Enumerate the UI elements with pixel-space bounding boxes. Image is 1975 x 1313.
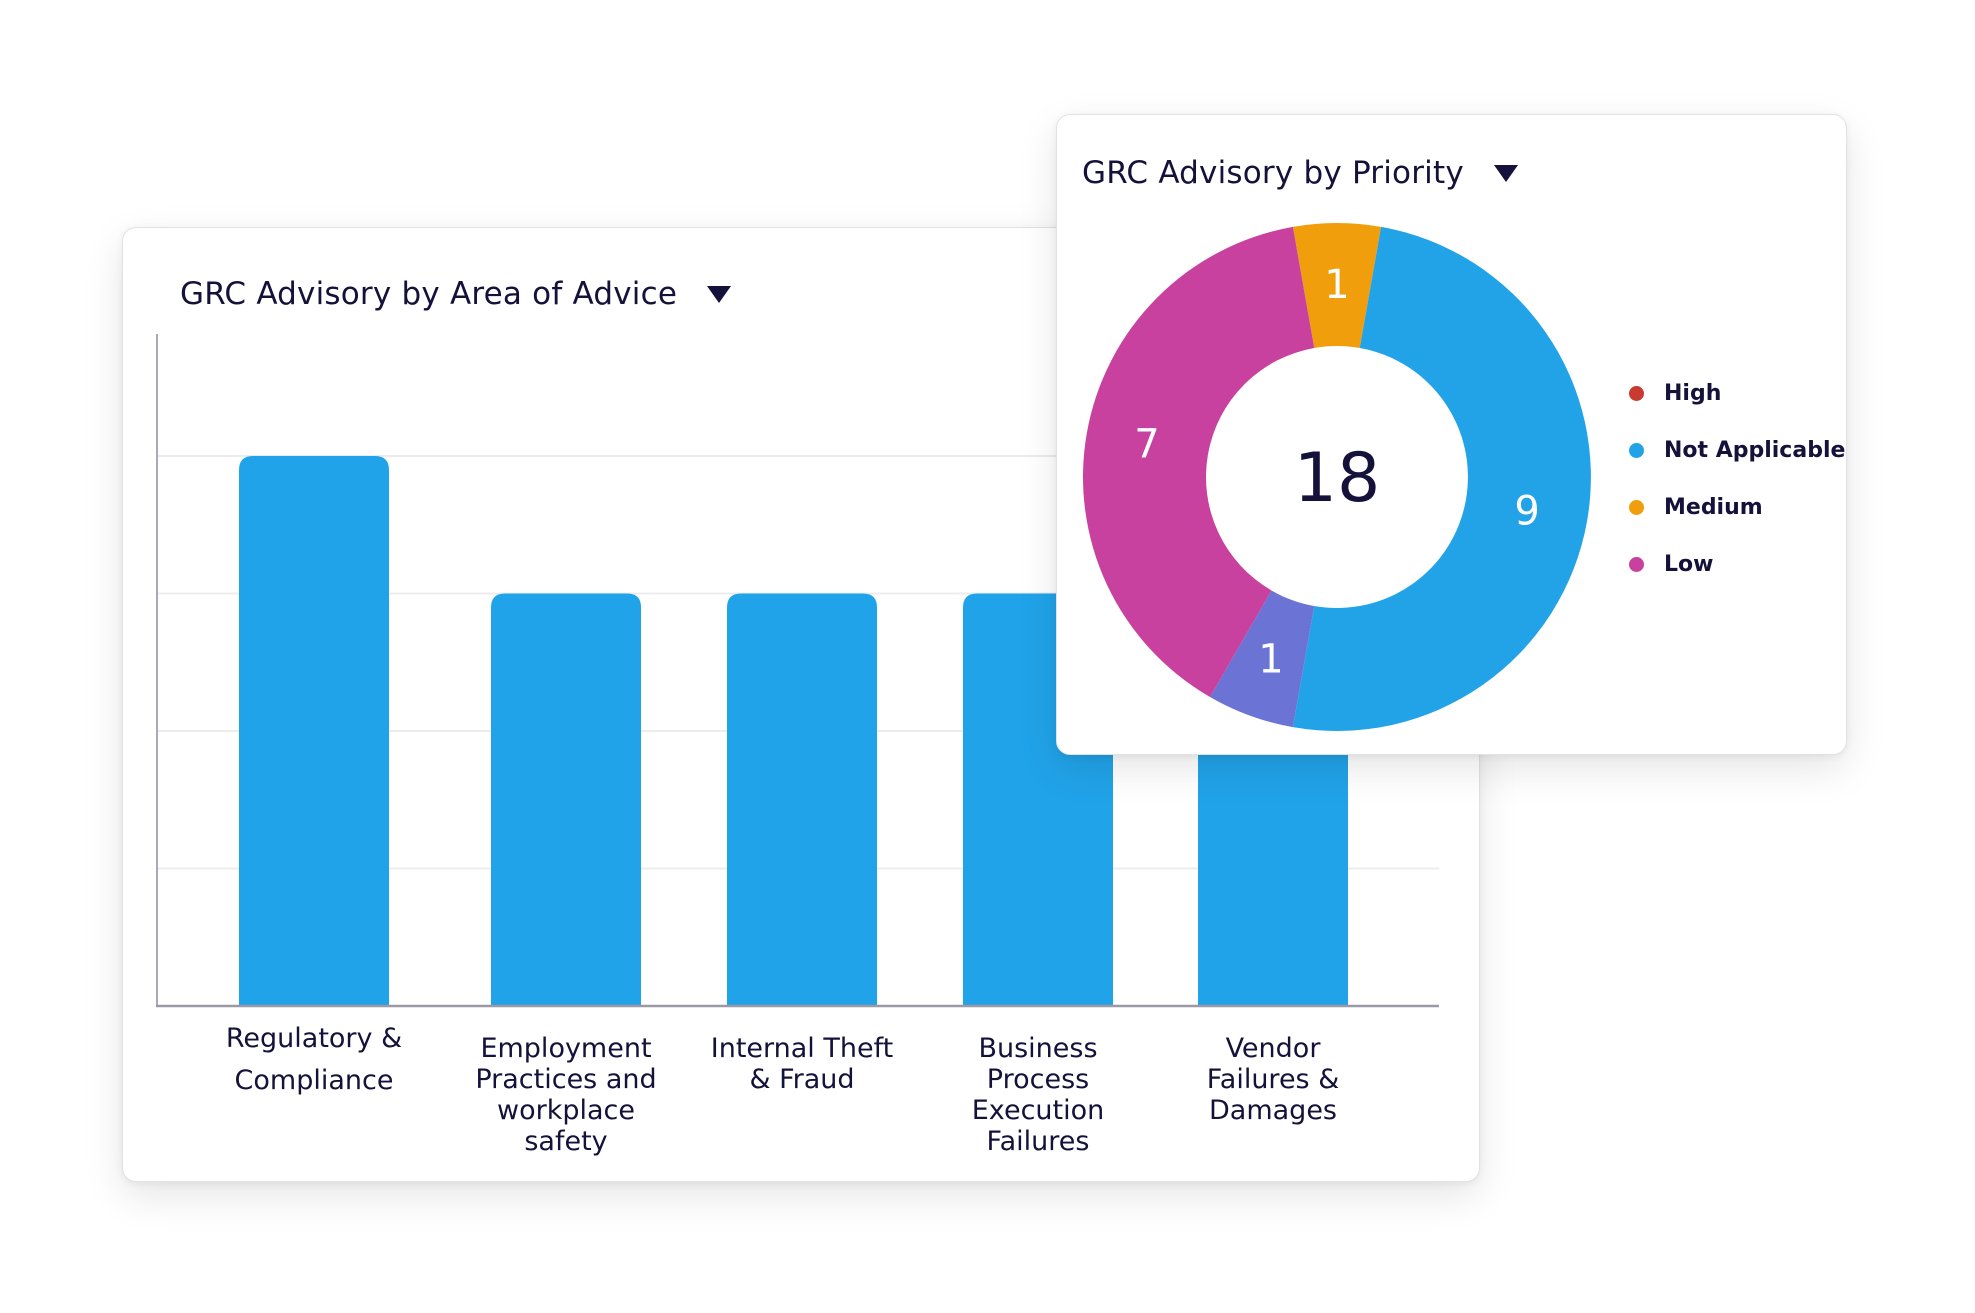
bar[interactable] (491, 593, 641, 1007)
slice-value-label: 9 (1514, 489, 1539, 535)
legend-label: Medium (1664, 495, 1763, 520)
legend-dot-icon (1629, 386, 1644, 401)
legend-dot-icon (1629, 500, 1644, 515)
caret-down-icon[interactable] (1493, 164, 1518, 182)
x-tick-label: Internal Theft & Fraud (711, 1033, 893, 1095)
legend-label: Low (1664, 552, 1714, 577)
legend-label: Not Applicable (1664, 438, 1846, 463)
x-tick-label: Regulatory & Compliance (226, 1023, 402, 1096)
x-tick-label-line: Failures (987, 1126, 1090, 1157)
x-tick-label-line: Vendor (1226, 1033, 1322, 1064)
legend-item[interactable]: High (1629, 365, 1839, 422)
legend-dot-icon (1629, 443, 1644, 458)
x-tick-label: Business Process Execution Failures (972, 1033, 1105, 1157)
donut-slice[interactable] (1210, 590, 1315, 728)
caret-down-icon[interactable] (707, 285, 732, 303)
x-tick-label-line: Practices and (475, 1064, 656, 1095)
x-tick-label-line: workplace (497, 1095, 635, 1126)
donut-chart-title-text: GRC Advisory by Priority (1082, 155, 1464, 191)
x-tick-label: Employment Practices and workplace safety (475, 1033, 656, 1157)
bar[interactable] (727, 593, 877, 1007)
x-tick-label-line: Execution (972, 1095, 1105, 1126)
x-tick-label-line: Damages (1209, 1095, 1337, 1126)
x-tick-label-line: Failures & (1207, 1064, 1340, 1095)
legend-item[interactable]: Not Applicable (1629, 422, 1845, 479)
bar-chart-title-text: GRC Advisory by Area of Advice (180, 276, 678, 312)
x-tick-label-line: Internal Theft (711, 1033, 893, 1064)
x-tick-label-line: Compliance (235, 1065, 394, 1096)
bar-chart-title: GRC Advisory by Area of Advice (180, 272, 732, 316)
x-tick-label-line: Business (978, 1033, 1097, 1064)
legend-label: High (1664, 381, 1722, 406)
slice-value-label: 1 (1258, 636, 1283, 682)
slice-value-label: 1 (1324, 262, 1349, 308)
x-tick-label-line: safety (524, 1126, 607, 1157)
legend-dot-icon (1629, 557, 1644, 572)
x-tick-label-line: Process (987, 1064, 1089, 1095)
donut-chart-title: GRC Advisory by Priority (1082, 151, 1518, 195)
legend-item[interactable]: Medium (1629, 479, 1839, 536)
donut-chart-card: GRC Advisory by Priority 1 9 1 7 18 High Not … (1056, 114, 1847, 755)
donut-total: 18 (1294, 439, 1381, 518)
x-tick-label-line: Employment (480, 1033, 651, 1064)
x-tick-label-line: & Fraud (749, 1064, 854, 1095)
slice-value-label: 7 (1134, 421, 1159, 467)
donut-slice[interactable] (1083, 226, 1315, 697)
donut-legend: High Not Applicable Medium Low (1629, 365, 1845, 593)
x-tick-label: Vendor Failures & Damages (1207, 1033, 1340, 1126)
legend-item[interactable]: Low (1629, 536, 1839, 593)
x-tick-label-line: Regulatory & (226, 1023, 402, 1054)
donut-slice[interactable] (1292, 223, 1382, 348)
bar[interactable] (239, 456, 389, 1006)
donut-slice[interactable] (1292, 226, 1591, 731)
